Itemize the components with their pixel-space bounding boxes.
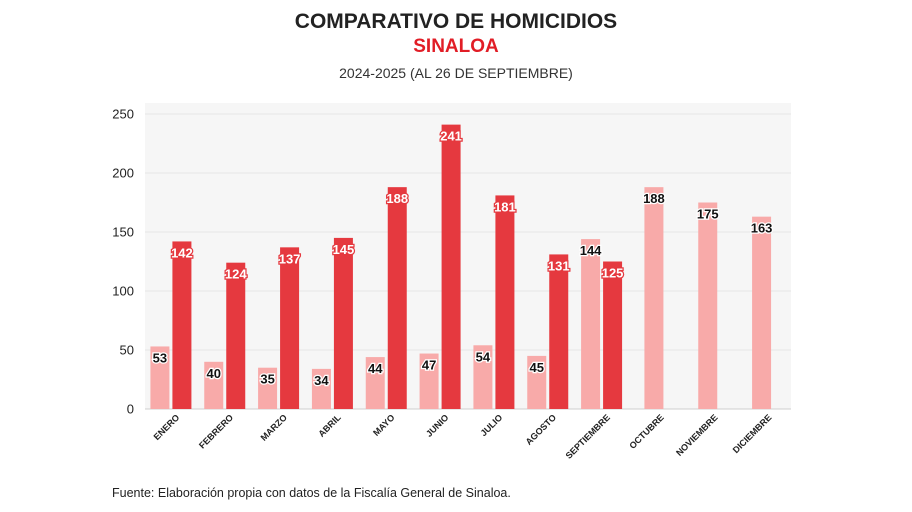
bar-2025 xyxy=(226,262,246,409)
data-label-2024: 47 xyxy=(422,358,436,373)
y-tick-label: 250 xyxy=(112,107,134,122)
data-label-2024: 34 xyxy=(314,373,329,388)
y-tick-label: 100 xyxy=(112,284,134,299)
x-tick-label: JUNIO xyxy=(424,412,451,439)
bar-2024 xyxy=(258,367,278,409)
bar-2024 xyxy=(311,368,331,409)
data-label-2024: 35 xyxy=(260,372,274,387)
bar-2025 xyxy=(495,195,515,409)
x-tick-label: FEBRERO xyxy=(197,412,235,450)
bar-2025 xyxy=(549,254,569,409)
bar-2024 xyxy=(752,216,772,409)
y-tick-label: 150 xyxy=(112,225,134,240)
bar-2024 xyxy=(581,239,601,409)
bar-2025 xyxy=(172,241,192,409)
data-label-2025: 181 xyxy=(494,199,516,214)
x-tick-label: MAYO xyxy=(371,412,397,438)
data-label-2024: 163 xyxy=(751,221,773,236)
y-tick-label: 0 xyxy=(127,402,134,417)
x-tick-label: JULIO xyxy=(479,412,505,438)
bar-2024 xyxy=(204,361,224,409)
x-tick-label: DICIEMBRE xyxy=(731,412,774,455)
y-tick-label: 50 xyxy=(120,343,134,358)
bar-2025 xyxy=(333,237,353,409)
bar-2025 xyxy=(603,261,623,409)
data-label-2024: 54 xyxy=(476,349,491,364)
data-label-2024: 44 xyxy=(368,361,383,376)
source-note: Fuente: Elaboración propia con datos de … xyxy=(112,486,511,500)
data-label-2025: 142 xyxy=(171,245,193,260)
data-label-2024: 144 xyxy=(580,243,602,258)
data-label-2025: 145 xyxy=(333,242,355,257)
data-label-2025: 188 xyxy=(386,191,408,206)
chart-period: 2024-2025 (AL 26 DE SEPTIEMBRE) xyxy=(339,65,573,81)
data-label-2025: 131 xyxy=(548,258,570,273)
bar-2025 xyxy=(387,187,407,409)
x-tick-label: AGOSTO xyxy=(524,412,559,447)
x-tick-label: SEPTIEMBRE xyxy=(564,412,612,460)
data-label-2024: 40 xyxy=(207,366,221,381)
data-label-2025: 137 xyxy=(279,251,301,266)
data-label-2024: 45 xyxy=(530,360,544,375)
data-label-2024: 175 xyxy=(697,207,719,222)
x-tick-label: MARZO xyxy=(259,412,289,442)
data-label-2025: 124 xyxy=(225,267,247,282)
x-tick-label: ABRIL xyxy=(316,412,343,439)
x-tick-label: ENERO xyxy=(152,412,182,442)
bar-2025 xyxy=(441,124,461,410)
x-tick-label: NOVIEMBRE xyxy=(674,412,720,458)
data-label-2025: 125 xyxy=(602,266,624,281)
bar-2024 xyxy=(365,357,385,409)
chart-subtitle: SINALOA xyxy=(413,36,499,57)
bar-2024 xyxy=(698,202,718,409)
chart-title: COMPARATIVO DE HOMICIDIOS xyxy=(294,10,618,33)
bar-2024 xyxy=(473,345,493,409)
data-label-2025: 241 xyxy=(440,129,462,144)
x-tick-label: OCTUBRE xyxy=(627,412,666,451)
bar-2025 xyxy=(280,247,300,409)
data-label-2024: 53 xyxy=(153,350,167,365)
y-tick-label: 200 xyxy=(112,166,134,181)
bar-2024 xyxy=(150,346,170,409)
data-label-2024: 188 xyxy=(643,191,665,206)
bar-2024 xyxy=(644,187,664,409)
bar-2024 xyxy=(419,353,439,409)
plot-area xyxy=(145,103,791,409)
bar-2024 xyxy=(527,355,547,409)
